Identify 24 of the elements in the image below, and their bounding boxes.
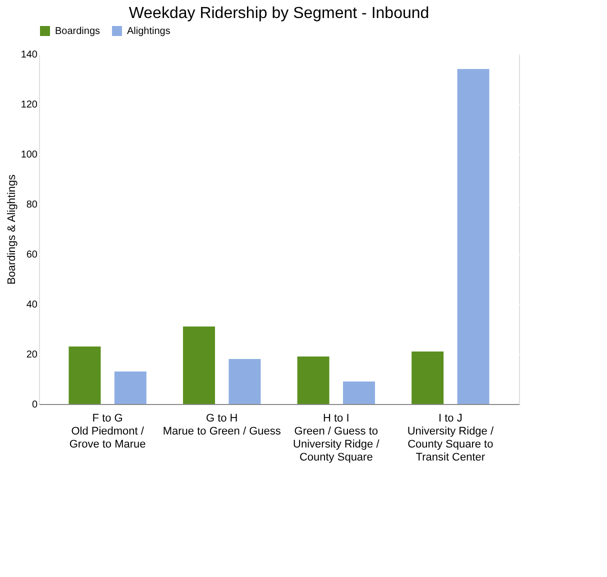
y-tick-label: 60 xyxy=(26,250,38,260)
bar xyxy=(343,382,375,404)
x-tick-label: I to J University Ridge / County Square to Transit Center xyxy=(407,412,494,464)
legend-label: Boardings xyxy=(55,26,100,37)
bar xyxy=(412,352,444,404)
legend-label: Alightings xyxy=(127,26,170,37)
bar xyxy=(228,359,261,404)
y-tick-label: 40 xyxy=(26,300,38,310)
y-tick-label: 80 xyxy=(26,200,38,210)
chart-title: Weekday Ridership by Segment - Inbound xyxy=(128,5,430,22)
y-tick-label: 20 xyxy=(26,350,38,360)
bar xyxy=(114,372,146,404)
bar xyxy=(457,69,490,404)
y-tick-label: 120 xyxy=(20,100,38,110)
y-tick-label: 140 xyxy=(20,50,38,60)
x-tick-label: F to G Old Piedmont / Grove to Marue xyxy=(69,412,146,450)
bar xyxy=(68,346,101,404)
y-tick-label: 100 xyxy=(20,150,38,160)
x-tick-label: H to I Green / Guess to University Ridge / County Square xyxy=(293,412,380,464)
y-axis-title: Boardings & Alightings xyxy=(6,174,18,285)
y-tick-label: 0 xyxy=(32,400,38,410)
x-tick-label: G to H Marue to Green / Guess xyxy=(162,412,282,438)
bar xyxy=(297,356,330,404)
bar xyxy=(183,326,215,404)
